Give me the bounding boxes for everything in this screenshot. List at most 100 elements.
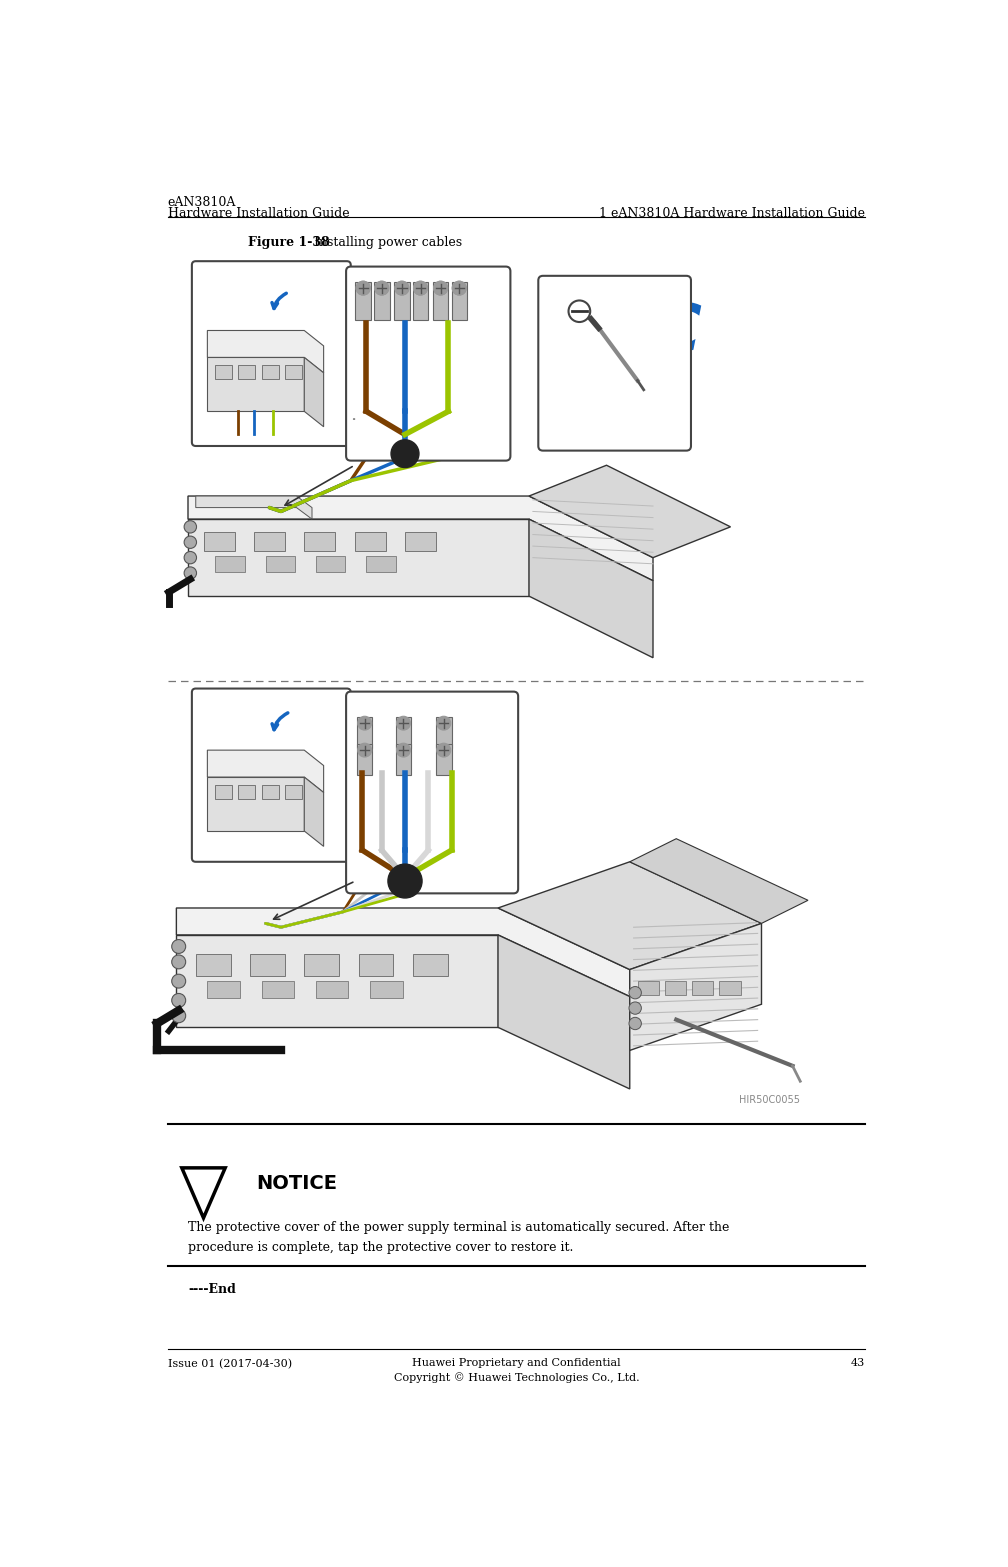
Bar [262,981,294,998]
Bar [637,981,659,995]
Circle shape [184,536,197,548]
Bar [405,533,436,552]
Text: Figure 1-38: Figure 1-38 [248,235,330,249]
Bar [250,954,285,976]
Text: The protective cover of the power supply terminal is automatically secured. Afte: The protective cover of the power supply… [188,1221,730,1235]
Bar [691,981,714,995]
Circle shape [171,1009,185,1023]
Polygon shape [630,923,761,1050]
Text: HIR50C0055: HIR50C0055 [739,1095,800,1105]
Bar [285,365,302,379]
Text: eAN3810A: eAN3810A [168,196,236,208]
Bar [357,744,372,774]
Polygon shape [529,519,653,658]
Text: 0.4 N•m: 0.4 N•m [556,418,615,432]
Polygon shape [176,935,498,1028]
Bar [204,533,235,552]
Circle shape [171,993,185,1008]
Circle shape [184,567,197,580]
Bar [196,954,231,976]
Circle shape [375,280,389,295]
Bar [316,981,349,998]
Text: C: C [653,299,702,365]
FancyBboxPatch shape [538,276,690,451]
Bar [215,365,232,379]
Text: 1 eAN3810A Hardware Installation Guide: 1 eAN3810A Hardware Installation Guide [600,207,865,219]
Circle shape [396,716,410,730]
Text: Hardware Installation Guide: Hardware Installation Guide [168,207,350,219]
Circle shape [391,440,419,467]
Bar [355,533,386,552]
Text: 43: 43 [851,1359,865,1368]
FancyBboxPatch shape [192,688,351,862]
Text: ----End: ----End [188,1283,236,1296]
Bar [262,785,278,799]
Circle shape [436,716,451,730]
Polygon shape [176,907,630,997]
Bar [412,282,428,321]
Bar [356,282,371,321]
Text: !: ! [198,1189,210,1213]
Bar [719,981,741,995]
Text: NOTICE: NOTICE [256,1174,338,1192]
Circle shape [453,280,467,295]
Polygon shape [304,777,324,846]
Bar [374,282,389,321]
Bar [238,785,255,799]
Circle shape [413,280,427,295]
FancyBboxPatch shape [192,262,351,447]
Bar [304,954,339,976]
Bar [265,556,295,572]
Circle shape [358,716,372,730]
Polygon shape [188,497,653,581]
Bar [208,981,240,998]
Bar [396,744,411,774]
Circle shape [436,743,451,757]
Bar [238,365,255,379]
FancyBboxPatch shape [346,266,510,461]
Bar [412,954,448,976]
Polygon shape [304,357,324,426]
Polygon shape [630,838,808,923]
Bar [432,282,449,321]
Polygon shape [181,1167,225,1218]
Bar [436,744,452,774]
Circle shape [171,940,185,953]
Polygon shape [529,465,731,558]
Circle shape [569,301,591,323]
Bar [316,556,346,572]
Circle shape [629,1017,641,1030]
Polygon shape [208,751,324,793]
Bar [215,556,245,572]
Bar [396,718,411,747]
Circle shape [433,280,448,295]
Polygon shape [208,357,304,412]
Text: Issue 01 (2017-04-30): Issue 01 (2017-04-30) [168,1359,292,1368]
Bar [394,282,409,321]
Bar [452,282,467,321]
Circle shape [388,863,422,898]
Polygon shape [196,497,312,519]
Circle shape [171,975,185,989]
Bar [359,954,393,976]
Bar [304,533,336,552]
Circle shape [171,954,185,968]
Circle shape [395,280,409,295]
Text: Huawei Proprietary and Confidential: Huawei Proprietary and Confidential [412,1359,621,1368]
Circle shape [396,743,410,757]
Polygon shape [498,935,630,1089]
Text: Installing power cables: Installing power cables [310,235,463,249]
Bar [254,533,285,552]
Bar [370,981,402,998]
Text: M3: M3 [556,291,579,307]
Circle shape [356,280,370,295]
Circle shape [184,552,197,564]
Bar [664,981,686,995]
Text: procedure is complete, tap the protective cover to restore it.: procedure is complete, tap the protectiv… [188,1241,574,1255]
Bar [366,556,396,572]
Circle shape [629,987,641,998]
Polygon shape [188,519,529,595]
Bar [357,718,372,747]
Text: Copyright © Huawei Technologies Co., Ltd.: Copyright © Huawei Technologies Co., Ltd… [394,1373,639,1384]
Circle shape [358,743,372,757]
